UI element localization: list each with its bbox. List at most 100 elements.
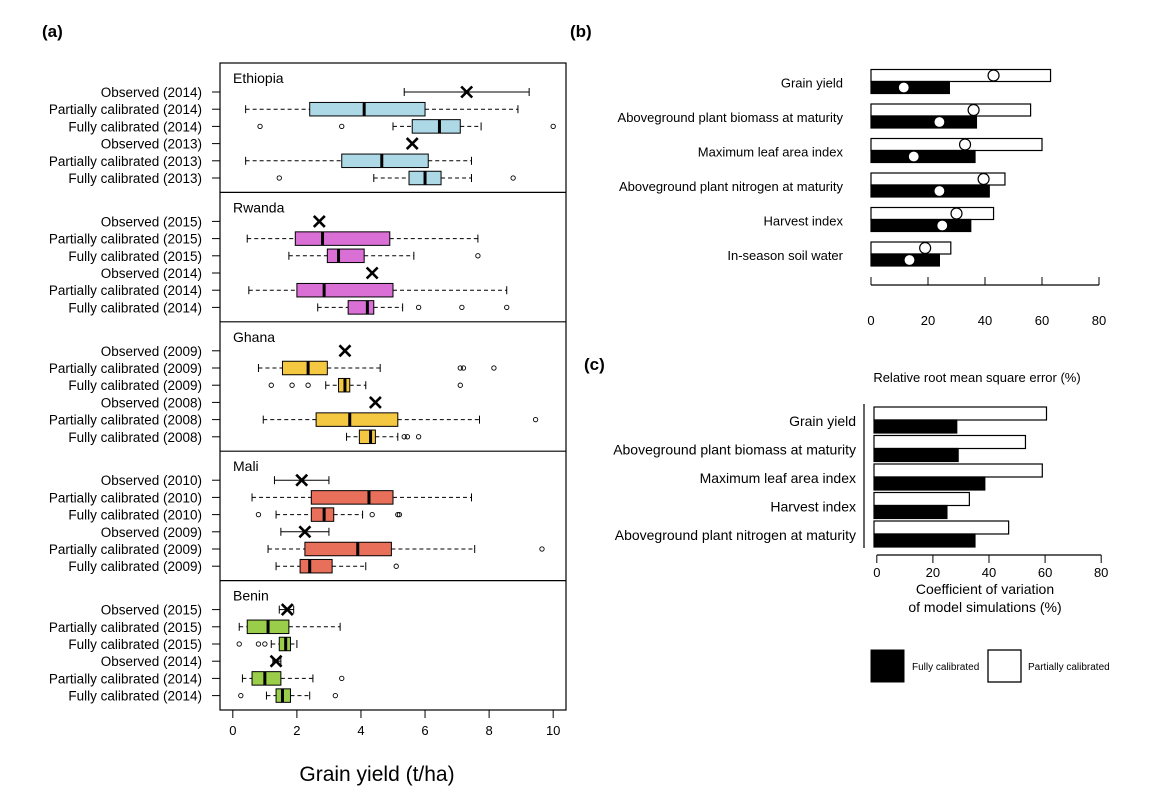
iqr-box — [294, 231, 391, 246]
x-tick-label: 10 — [546, 723, 560, 738]
x-tick-label: 20 — [921, 313, 935, 328]
category-label: Harvest index — [770, 499, 856, 515]
country-label-ghana: Ghana — [233, 329, 275, 345]
x-tick-label: 0 — [867, 313, 874, 328]
country-label-benin: Benin — [233, 588, 269, 604]
row-label: Partially calibrated (2013) — [49, 154, 202, 169]
bar-fully-calibrated — [870, 80, 950, 95]
observed-mean-cross — [295, 473, 309, 487]
row-label: Fully calibrated (2015) — [68, 637, 202, 652]
observed-mean-cross — [298, 525, 312, 539]
iqr-box — [411, 119, 461, 134]
row-label: Partially calibrated (2009) — [49, 542, 202, 557]
row-label: Fully calibrated (2014) — [68, 119, 202, 134]
circle-partially-calibrated — [950, 207, 963, 220]
row-label: Partially calibrated (2014) — [49, 102, 202, 117]
country-label-ethiopia: Ethiopia — [233, 70, 284, 86]
row-label: Observed (2014) — [101, 85, 202, 100]
x-tick-label: 60 — [1035, 313, 1049, 328]
x-tick-label: 0 — [229, 723, 236, 738]
x-tick-label: 60 — [1038, 565, 1052, 580]
bar-partially-calibrated — [870, 68, 1052, 83]
row-label: Observed (2013) — [101, 137, 202, 152]
category-label: Grain yield — [781, 76, 843, 91]
row-label: Observed (2010) — [101, 473, 202, 488]
bar-partially-calibrated — [873, 520, 1010, 535]
panel-a-xlabel: Grain yield (t/ha) — [299, 763, 454, 786]
x-tick-label: 8 — [485, 723, 492, 738]
panel-a-boxplot: Ethiopia Observed (2014) Partially calibra… — [49, 62, 567, 738]
outlier-point — [457, 382, 463, 388]
bar-fully-calibrated — [873, 476, 986, 491]
outlier-point — [532, 416, 539, 423]
iqr-box — [296, 282, 394, 298]
outlier-point — [396, 511, 403, 518]
panel-c-tag: (c) — [584, 355, 605, 374]
outlier-point — [268, 382, 274, 388]
observed-mean-cross — [460, 85, 474, 99]
panel-c-barchart: Grain yield Aboveground plant biomass at … — [613, 404, 1108, 580]
category-label: In-season soil water — [727, 248, 843, 263]
outlier-point — [475, 253, 481, 259]
x-tick-label: 0 — [873, 565, 880, 580]
row-label: Partially calibrated (2014) — [49, 283, 202, 298]
bar-fully-calibrated — [870, 184, 990, 198]
outlier-point — [415, 304, 422, 311]
panel-c-xlabel-line1: Coefficient of variation — [916, 581, 1054, 597]
category-label: Grain yield — [789, 413, 856, 429]
row-label: Observed (2009) — [101, 525, 202, 540]
x-tick-label: 80 — [1094, 565, 1108, 580]
outlier-point — [415, 434, 422, 440]
circle-fully-calibrated — [933, 184, 946, 198]
panel-c-xlabel-line2: of model simulations (%) — [908, 599, 1061, 615]
bar-fully-calibrated — [873, 419, 958, 434]
outlier-point — [257, 123, 263, 130]
circle-partially-calibrated — [967, 103, 980, 117]
bar-partially-calibrated — [873, 434, 1027, 450]
bar-partially-calibrated — [870, 241, 952, 255]
row-label: Observed (2014) — [101, 266, 202, 281]
row-label: Fully calibrated (2014) — [68, 689, 202, 704]
observed-mean-cross — [365, 266, 379, 280]
outlier-point — [255, 641, 262, 647]
x-tick-label: 6 — [421, 723, 428, 738]
outlier-point — [255, 511, 262, 518]
observed-mean-cross — [269, 654, 283, 668]
outlier-point — [236, 641, 242, 647]
iqr-box — [299, 558, 333, 574]
x-tick-label: 2 — [293, 723, 300, 738]
row-label: Observed (2014) — [101, 654, 202, 669]
iqr-box — [358, 429, 376, 445]
outlier-point — [395, 511, 401, 518]
row-label: Partially calibrated (2015) — [49, 232, 202, 247]
outlier-point — [401, 434, 407, 440]
row-label: Observed (2015) — [101, 603, 202, 618]
row-label: Fully calibrated (2009) — [68, 559, 202, 574]
row-label: Observed (2015) — [101, 214, 202, 229]
iqr-box — [310, 507, 335, 522]
legend: Fully calibrated Partially calibrated — [870, 649, 1110, 683]
bar-partially-calibrated — [870, 206, 995, 221]
bar-fully-calibrated — [870, 149, 976, 164]
bar-partially-calibrated — [870, 103, 1032, 117]
bar-fully-calibrated — [870, 218, 972, 233]
legend-label-partially: Partially calibrated — [1028, 662, 1110, 673]
bar-fully-calibrated — [870, 115, 978, 129]
bar-fully-calibrated — [873, 447, 959, 463]
outlier-point — [339, 675, 345, 682]
category-label: Maximum leaf area index — [698, 145, 844, 160]
row-label: Fully calibrated (2015) — [68, 249, 202, 264]
row-label: Fully calibrated (2010) — [68, 508, 202, 523]
panel-a-tag: (a) — [42, 22, 63, 41]
outlier-point — [404, 434, 411, 440]
panel-b-barchart: Grain yield Aboveground plant biomass at … — [618, 68, 1106, 328]
x-tick-label: 80 — [1092, 313, 1106, 328]
outlier-point — [332, 692, 338, 699]
x-tick-label: 20 — [926, 565, 940, 580]
outlier-point — [539, 546, 545, 552]
outlier-point — [262, 641, 268, 647]
circle-partially-calibrated — [987, 69, 1000, 82]
panel-b-axis-title: Relative root mean square error (%) — [873, 370, 1080, 385]
row-label: Fully calibrated (2008) — [68, 430, 202, 445]
row-label: Observed (2008) — [101, 395, 202, 410]
